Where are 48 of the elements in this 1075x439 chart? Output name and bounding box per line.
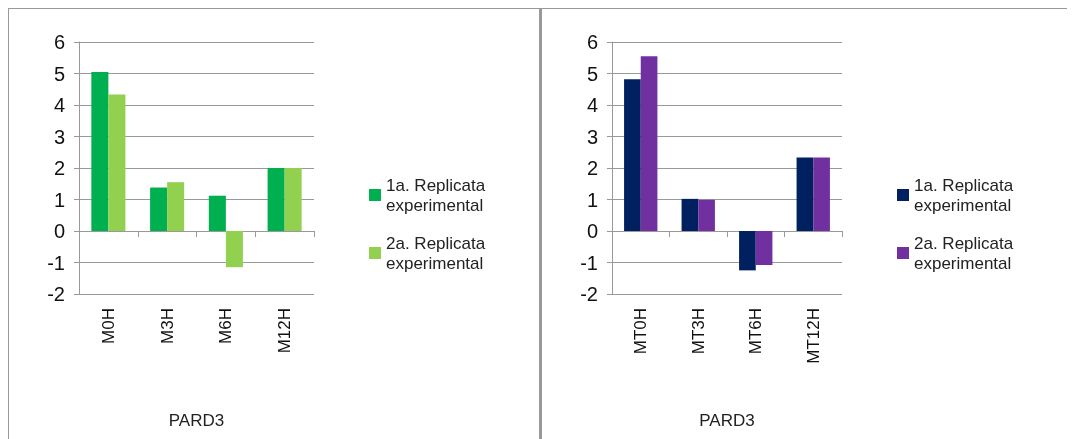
legend-label: 1a. Replicata experimental bbox=[914, 175, 1018, 215]
y-tick-label: 5 bbox=[53, 62, 65, 85]
y-tick-label: 4 bbox=[586, 94, 598, 116]
bar bbox=[796, 157, 814, 231]
bar bbox=[267, 168, 285, 231]
bar bbox=[91, 71, 109, 231]
y-tick-label: -1 bbox=[580, 251, 598, 274]
y-tick-label: 3 bbox=[586, 125, 598, 148]
bar bbox=[698, 199, 715, 231]
legend-label: 2a. Replicata experimental bbox=[386, 233, 490, 273]
bar bbox=[108, 94, 126, 231]
y-tick-label: 6 bbox=[53, 31, 65, 53]
x-axis-title: PARD3 bbox=[168, 411, 225, 430]
bar bbox=[167, 182, 185, 231]
y-tick-label: 4 bbox=[53, 94, 65, 116]
bar bbox=[681, 198, 699, 231]
y-tick-label: 2 bbox=[53, 157, 65, 179]
y-tick-label: -2 bbox=[47, 283, 65, 305]
x-axis-title: PARD3 bbox=[699, 411, 755, 430]
y-tick-label: -2 bbox=[580, 283, 598, 305]
x-tick-label: M0H bbox=[98, 308, 118, 344]
bar bbox=[813, 157, 830, 231]
y-tick-label: 0 bbox=[586, 220, 598, 242]
bar bbox=[755, 231, 773, 266]
y-tick-label: 5 bbox=[586, 62, 598, 85]
x-tick-label: M6H bbox=[216, 308, 236, 344]
y-tick-label: -1 bbox=[47, 251, 65, 274]
bar bbox=[739, 231, 756, 271]
legend-label: 1a. Replicata experimental bbox=[386, 175, 490, 215]
x-tick-label: M12H bbox=[275, 308, 295, 354]
bar bbox=[225, 231, 243, 268]
x-tick-label: MT3H bbox=[688, 308, 708, 355]
x-tick-label: MT6H bbox=[746, 308, 766, 355]
y-tick-label: 1 bbox=[586, 188, 598, 211]
y-tick-label: 1 bbox=[53, 188, 65, 211]
y-tick-label: 2 bbox=[586, 157, 598, 179]
bar bbox=[640, 56, 658, 231]
y-tick-label: 6 bbox=[586, 31, 598, 53]
bar bbox=[624, 79, 641, 231]
x-tick-label: MT0H bbox=[631, 308, 651, 355]
x-tick-label: MT12H bbox=[803, 308, 823, 364]
bar bbox=[150, 187, 168, 231]
bar bbox=[208, 195, 226, 231]
legend-label: 2a. Replicata experimental bbox=[914, 233, 1018, 273]
x-tick-label: M3H bbox=[157, 308, 177, 344]
y-tick-label: 3 bbox=[53, 125, 65, 148]
y-tick-label: 0 bbox=[53, 220, 65, 242]
bar bbox=[284, 168, 302, 231]
